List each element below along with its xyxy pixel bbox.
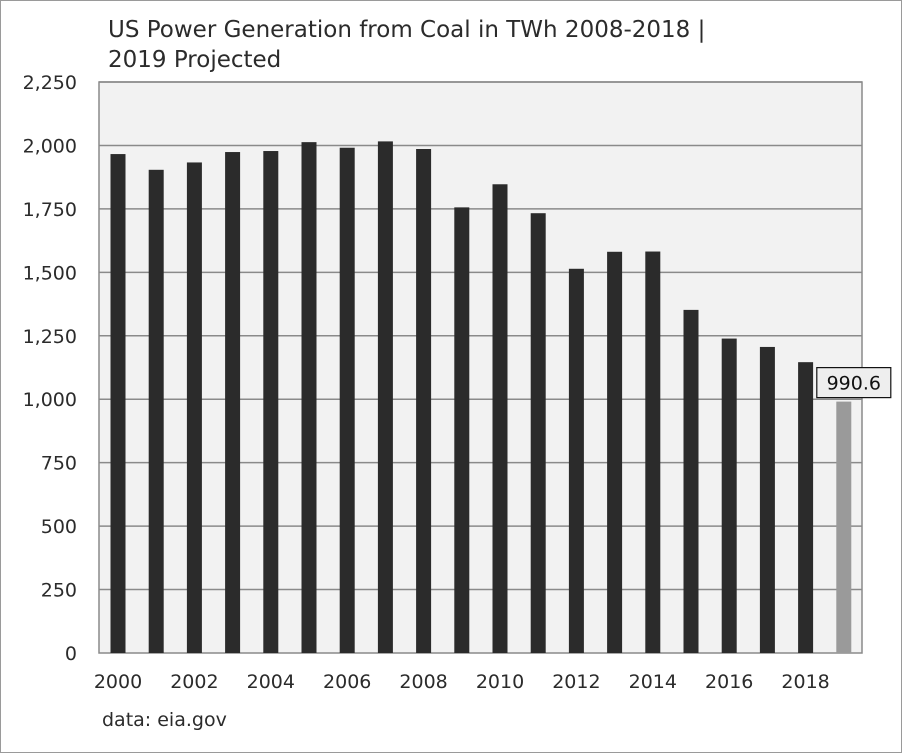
bar	[798, 362, 814, 653]
y-tick-label: 250	[41, 580, 77, 602]
x-tick-label: 2014	[629, 671, 677, 693]
bar	[148, 169, 164, 653]
data-label: 990.6	[827, 373, 881, 395]
bar	[645, 251, 661, 653]
x-tick-label: 2010	[476, 671, 524, 693]
bar	[492, 184, 508, 653]
bar	[530, 213, 546, 653]
bar	[263, 151, 279, 653]
bar	[607, 251, 623, 653]
x-tick-label: 2004	[247, 671, 295, 693]
y-tick-label: 1,500	[23, 262, 77, 284]
bar	[454, 207, 470, 654]
bar	[416, 148, 432, 654]
y-tick-label: 2,000	[23, 135, 77, 157]
plot-area	[99, 82, 862, 653]
bar	[721, 338, 737, 653]
y-tick-label: 2,250	[23, 72, 77, 94]
x-tick-label: 2000	[94, 671, 142, 693]
bar	[568, 268, 584, 653]
bar	[225, 152, 241, 653]
bar-projected	[836, 401, 852, 653]
x-tick-label: 2012	[552, 671, 600, 693]
x-tick-label: 2006	[323, 671, 371, 693]
bar	[683, 309, 699, 653]
bar	[339, 147, 355, 653]
chart-title: US Power Generation from Coal in TWh 200…	[108, 17, 706, 73]
x-tick-label: 2016	[705, 671, 753, 693]
bar	[377, 141, 393, 653]
x-tick-label: 2008	[399, 671, 447, 693]
x-tick-label: 2018	[781, 671, 829, 693]
data-label-box	[816, 367, 892, 399]
y-tick-label: 1,000	[23, 389, 77, 411]
data-source-note: data: eia.gov	[102, 709, 227, 731]
y-tick-label: 1,250	[23, 326, 77, 348]
y-tick-label: 1,750	[23, 199, 77, 221]
y-tick-label: 500	[41, 516, 77, 538]
y-tick-label: 750	[41, 453, 77, 475]
x-tick-label: 2002	[170, 671, 218, 693]
y-tick-label: 0	[65, 643, 77, 665]
bar	[110, 154, 126, 654]
bar	[759, 346, 775, 653]
bar	[301, 142, 317, 654]
bar	[186, 162, 202, 653]
